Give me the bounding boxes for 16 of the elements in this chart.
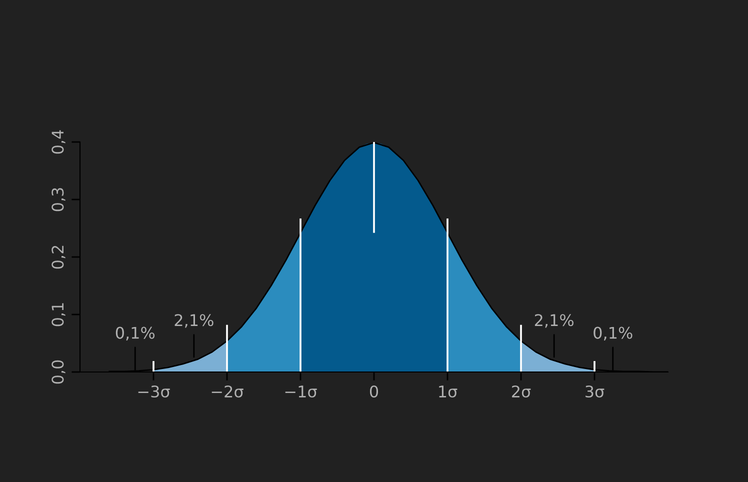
y-tick-label: 0,4 [52,130,66,154]
x-tick-label: 2σ [512,385,531,398]
x-tick-label: −1σ [285,386,317,398]
annotation: 2,1% [534,314,574,328]
annotation: 2,1% [174,314,214,328]
y-tick-label: 0,1 [52,303,66,326]
y-tick-label: 0,2 [52,246,66,269]
y-tick-label: 0,0 [52,360,66,384]
x-tick-label: −2σ [212,385,244,398]
x-tick-label: 0 [370,385,378,398]
annotation: 0,1% [594,326,632,340]
x-tick-label: 3σ [586,385,604,398]
x-tick-label: 1σ [439,386,458,398]
y-tick-label: 0,3 [52,188,66,212]
x-tick-label: −3σ [138,385,170,398]
annotation: 0,1% [116,326,155,340]
